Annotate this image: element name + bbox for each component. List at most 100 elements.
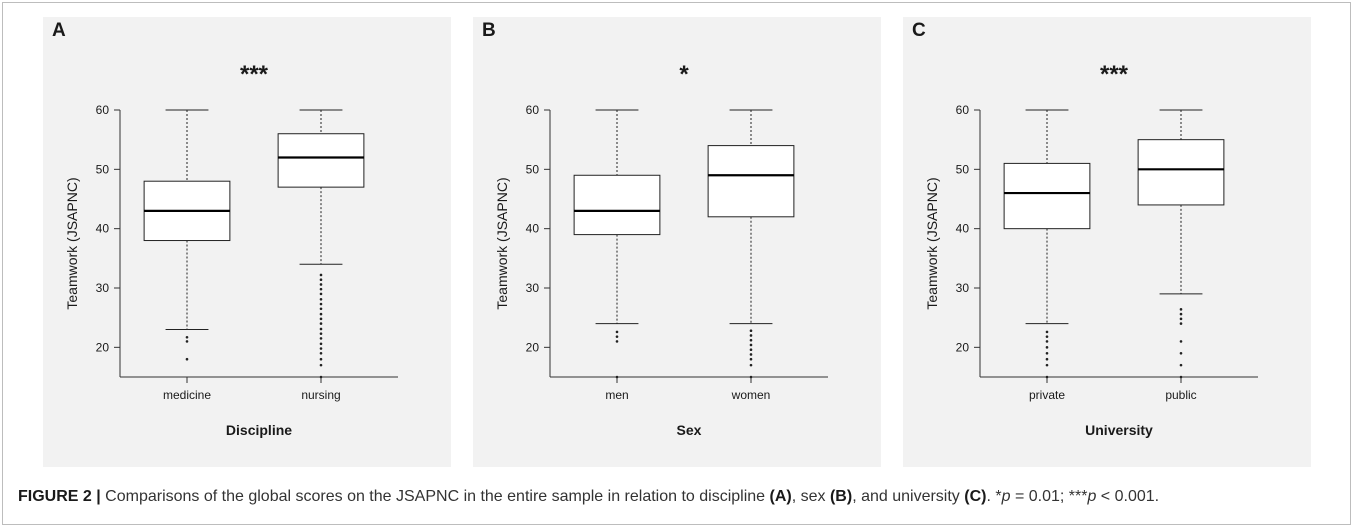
significance-label: *: [679, 61, 689, 88]
outlier-point: [319, 283, 323, 286]
caption-text-1: Comparisons of the global scores on the …: [100, 488, 770, 505]
x-tick-label: medicine: [163, 388, 211, 402]
outlier-point: [319, 273, 323, 277]
y-tick-label: 20: [96, 340, 110, 354]
x-tick-label: nursing: [301, 388, 340, 402]
outlier-point: [319, 307, 323, 311]
y-tick-label: 50: [96, 162, 110, 176]
outlier-point: [1179, 375, 1183, 379]
y-tick-label: 60: [956, 103, 970, 117]
y-axis-label: Teamwork (JSAPNC): [924, 177, 940, 309]
outlier-point: [749, 375, 753, 379]
outlier-point: [319, 302, 323, 306]
outlier-point: [185, 340, 189, 343]
outlier-point: [1045, 351, 1049, 355]
y-tick-label: 30: [526, 281, 540, 295]
outlier-point: [615, 330, 619, 334]
figure-caption: FIGURE 2 | Comparisons of the global sco…: [18, 488, 1338, 506]
caption-text-5: = 0.01; ***: [1010, 488, 1088, 505]
panel-b: B * 20 30 40 50 60 Teamwork (JSAPNC) men women Sex: [473, 17, 881, 467]
caption-ref-a: (A): [769, 488, 792, 505]
outlier-point: [749, 329, 753, 333]
outlier-point: [319, 278, 323, 281]
outlier-point: [749, 348, 753, 352]
caption-ref-b: (B): [829, 488, 853, 505]
outlier-point: [319, 322, 323, 325]
outlier-point: [1045, 335, 1049, 338]
outlier-point: [319, 292, 323, 296]
y-tick-label: 50: [956, 162, 970, 176]
outlier-point: [319, 332, 323, 335]
outlier-point: [319, 327, 323, 331]
outlier-point: [319, 357, 323, 361]
outlier-point: [1045, 346, 1049, 349]
outlier-point: [615, 340, 619, 343]
boxplot-chart-a: A *** 20 30 40 50 60 Teamwork (JSAPNC) medicine n…: [52, 20, 398, 438]
box-iqr: [277, 133, 365, 188]
outlier-point: [749, 334, 753, 337]
significance-label: ***: [1100, 61, 1129, 88]
outlier-point: [319, 287, 323, 291]
panel-a: A *** 20 30 40 50 60 Teamwork (JSAPNC) medicine n…: [43, 17, 451, 467]
outlier-point: [615, 335, 619, 338]
caption-text-2: , sex: [791, 488, 830, 505]
x-axis-label: Discipline: [226, 422, 292, 438]
figure-label: FIGURE 2 |: [18, 488, 101, 505]
y-tick-label: 20: [956, 340, 970, 354]
x-axis-label: University: [1085, 422, 1153, 438]
y-tick-label: 60: [96, 103, 110, 117]
outlier-point: [1179, 308, 1183, 311]
y-tick-label: 30: [96, 281, 110, 295]
outlier-point: [319, 342, 323, 346]
caption-text-6: < 0.001.: [1096, 488, 1160, 505]
outlier-point: [319, 337, 323, 340]
outlier-point: [1045, 330, 1049, 334]
outlier-point: [319, 347, 323, 350]
outlier-point: [1179, 312, 1183, 316]
y-axis-label: Teamwork (JSAPNC): [64, 177, 80, 309]
boxplot-chart-b: B * 20 30 40 50 60 Teamwork (JSAPNC) men women Sex: [482, 20, 828, 438]
significance-label: ***: [240, 61, 269, 88]
y-tick-label: 20: [526, 340, 540, 354]
y-tick-label: 40: [956, 222, 970, 236]
outlier-point: [319, 297, 323, 301]
outlier-point: [319, 363, 323, 367]
outlier-point: [1179, 363, 1183, 367]
outlier-point: [319, 351, 323, 355]
box-iqr: [573, 174, 661, 236]
y-tick-label: 40: [96, 222, 110, 236]
x-tick-label: public: [1165, 388, 1196, 402]
y-tick-label: 30: [956, 281, 970, 295]
outlier-point: [319, 312, 323, 316]
y-tick-label: 60: [526, 103, 540, 117]
outlier-point: [319, 317, 323, 321]
y-tick-label: 50: [526, 162, 540, 176]
panel-label: B: [482, 20, 496, 41]
outlier-point: [1045, 357, 1049, 361]
outlier-point: [185, 357, 189, 361]
panel-label: A: [52, 20, 66, 41]
outlier-point: [319, 375, 323, 379]
outlier-point: [185, 335, 189, 339]
y-tick-label: 40: [526, 222, 540, 236]
outlier-point: [1045, 375, 1049, 379]
caption-p-var-1: p: [1001, 488, 1011, 505]
outlier-point: [1179, 317, 1183, 321]
outlier-point: [1179, 322, 1183, 325]
box-iqr: [707, 145, 795, 218]
outlier-point: [749, 343, 753, 347]
outlier-point: [749, 353, 753, 356]
caption-p-var-2: p: [1087, 488, 1097, 505]
outlier-point: [749, 357, 753, 361]
panel-c: C *** 20 30 40 50 60 Teamwork (JSAPNC) private pu…: [903, 17, 1311, 467]
x-tick-label: men: [605, 388, 628, 402]
box-iqr: [1137, 139, 1225, 206]
y-axis-label: Teamwork (JSAPNC): [494, 177, 510, 309]
outlier-point: [1045, 340, 1049, 343]
boxplot-chart-c: C *** 20 30 40 50 60 Teamwork (JSAPNC) private pu…: [912, 20, 1258, 438]
panel-label: C: [912, 20, 926, 41]
caption-text-4: . *: [986, 488, 1002, 505]
box-iqr: [1003, 162, 1091, 230]
x-tick-label: women: [731, 388, 771, 402]
